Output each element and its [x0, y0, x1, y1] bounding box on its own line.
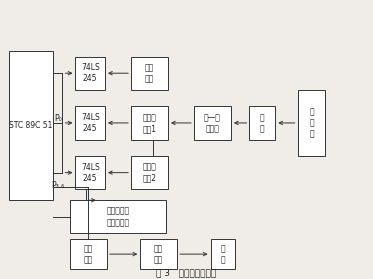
- Text: 按键
矩阵: 按键 矩阵: [145, 63, 154, 83]
- FancyBboxPatch shape: [75, 57, 105, 90]
- FancyBboxPatch shape: [75, 106, 105, 140]
- Text: 滤
波: 滤 波: [260, 113, 265, 133]
- Text: 74LS
245: 74LS 245: [81, 63, 100, 83]
- FancyBboxPatch shape: [194, 106, 231, 140]
- Text: 74LS
245: 74LS 245: [81, 163, 100, 183]
- Text: 图 3   硬件结构原理图: 图 3 硬件结构原理图: [156, 268, 217, 277]
- FancyBboxPatch shape: [9, 51, 53, 200]
- Text: 编
码
器: 编 码 器: [309, 107, 314, 139]
- Text: P₀: P₀: [54, 114, 62, 123]
- FancyBboxPatch shape: [75, 156, 105, 189]
- FancyBboxPatch shape: [131, 106, 168, 140]
- Text: 二—十
计数器: 二—十 计数器: [204, 113, 221, 133]
- Text: 74LS
245: 74LS 245: [81, 113, 100, 133]
- Text: 光电
隔离: 光电 隔离: [84, 244, 93, 264]
- FancyBboxPatch shape: [298, 90, 325, 156]
- Text: P₃.₆: P₃.₆: [51, 181, 64, 189]
- Text: 驱动
放大: 驱动 放大: [154, 244, 163, 264]
- Text: 设定值显示
实际值显示: 设定值显示 实际值显示: [106, 207, 129, 227]
- FancyBboxPatch shape: [70, 200, 166, 234]
- FancyBboxPatch shape: [131, 156, 168, 189]
- FancyBboxPatch shape: [211, 239, 235, 269]
- FancyBboxPatch shape: [250, 106, 275, 140]
- Text: 串行计
数器2: 串行计 数器2: [142, 163, 157, 183]
- FancyBboxPatch shape: [70, 239, 107, 269]
- Text: 电
机: 电 机: [220, 244, 225, 264]
- FancyBboxPatch shape: [140, 239, 177, 269]
- Text: 串行计
数器1: 串行计 数器1: [142, 113, 157, 133]
- Text: STC 89C 51: STC 89C 51: [9, 121, 53, 130]
- FancyBboxPatch shape: [131, 57, 168, 90]
